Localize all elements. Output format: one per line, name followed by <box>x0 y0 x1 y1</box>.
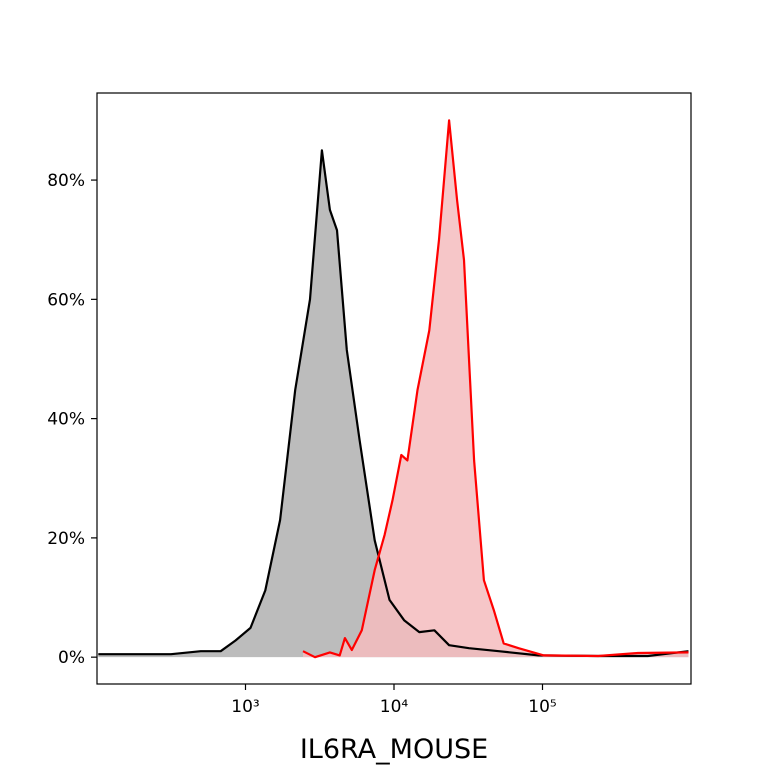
y-tick-label: 0% <box>58 648 85 668</box>
x-axis-label: IL6RA_MOUSE <box>300 734 488 765</box>
x-tick-label: 10⁴ <box>380 697 409 717</box>
x-tick-label: 10³ <box>231 697 259 717</box>
line <box>302 119 689 659</box>
y-tick-label: 40% <box>47 410 85 430</box>
line <box>98 149 689 658</box>
y-tick-label: 80% <box>47 171 85 191</box>
area-fill <box>303 120 689 658</box>
x-tick-label: 10⁵ <box>528 697 556 717</box>
y-tick-label: 20% <box>47 529 85 549</box>
y-tick-label: 60% <box>47 290 85 310</box>
